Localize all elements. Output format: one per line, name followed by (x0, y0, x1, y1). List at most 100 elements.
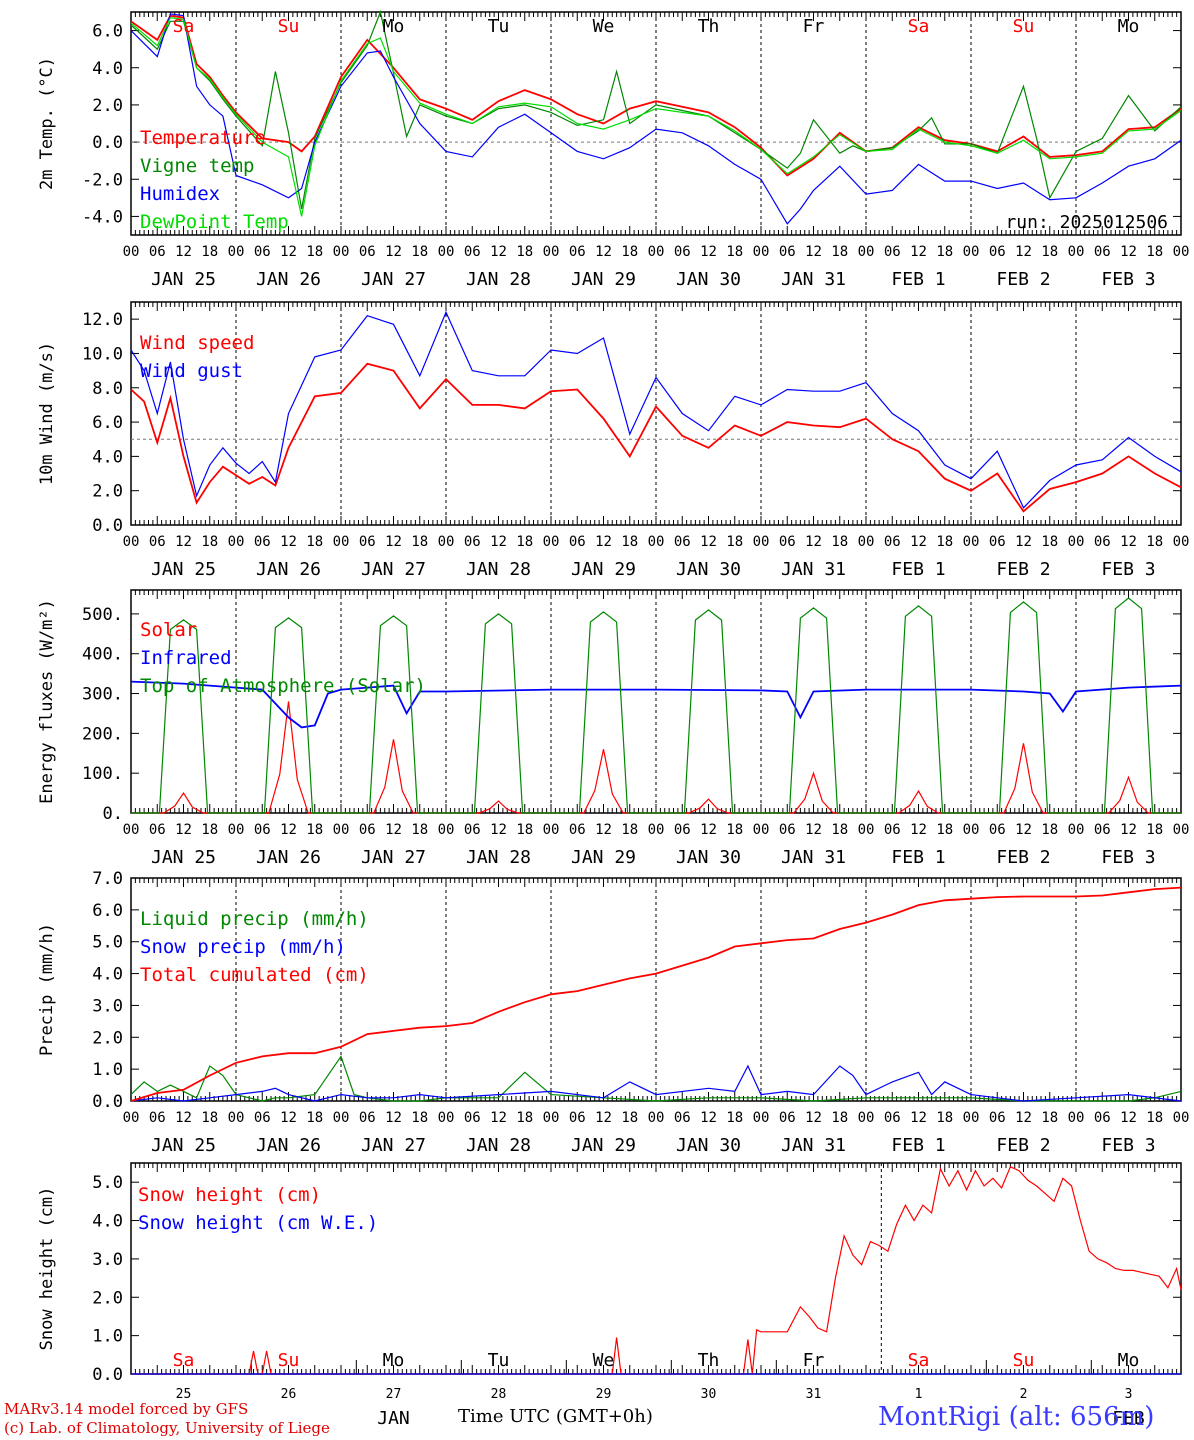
date-label: FEB 1 (891, 1135, 945, 1156)
hour-tick-label: 18 (201, 244, 218, 260)
hour-tick-label: 12 (805, 1110, 822, 1126)
date-label: FEB 2 (996, 269, 1050, 290)
hour-tick-label: 18 (201, 534, 218, 550)
hour-tick-label: 12 (175, 244, 192, 260)
hour-tick-label: 18 (306, 244, 323, 260)
legend-entry: Vigne temp (140, 155, 254, 177)
hour-tick-label: 12 (595, 1110, 612, 1126)
hour-tick-label: 00 (963, 534, 980, 550)
hour-tick-label: 18 (936, 244, 953, 260)
hour-tick-label: 06 (569, 534, 586, 550)
day-number-label: 30 (701, 1387, 717, 1402)
hour-tick-label: 12 (1120, 1110, 1137, 1126)
date-label: JAN 29 (571, 559, 636, 580)
hour-tick-label: 18 (936, 1110, 953, 1126)
hour-tick-label: 12 (1015, 534, 1032, 550)
hour-tick-label: 12 (700, 822, 717, 838)
date-label: JAN 31 (781, 559, 846, 580)
hour-tick-label: 12 (1120, 822, 1137, 838)
hour-tick-label: 06 (149, 534, 166, 550)
hour-tick-label: 12 (1015, 1110, 1032, 1126)
hour-tick-label: 12 (910, 1110, 927, 1126)
hour-tick-label: 00 (228, 822, 245, 838)
hour-tick-label: 06 (254, 822, 271, 838)
series-line (130, 13, 1182, 225)
hour-tick-label: 06 (149, 244, 166, 260)
chart-panel-1 (130, 301, 1182, 526)
date-label: FEB 1 (891, 559, 945, 580)
hour-tick-label: 06 (464, 822, 481, 838)
y-tick-label: -4.0 (82, 207, 123, 227)
hour-tick-label: 00 (1068, 1110, 1085, 1126)
date-label: JAN 25 (151, 1135, 216, 1156)
hour-tick-label: 18 (1041, 534, 1058, 550)
day-name-label: Mo (1118, 1350, 1140, 1371)
hour-tick-label: 12 (910, 822, 927, 838)
day-name-label: Tu (488, 16, 510, 37)
day-name-label: Fr (803, 1350, 825, 1371)
hour-tick-label: 12 (1015, 244, 1032, 260)
hour-tick-label: 00 (858, 534, 875, 550)
hour-tick-label: 00 (123, 1110, 140, 1126)
date-label: JAN 25 (151, 847, 216, 868)
y-tick-label: 3.0 (92, 996, 123, 1016)
date-label: JAN 25 (151, 559, 216, 580)
date-label: JAN 29 (571, 1135, 636, 1156)
run-label: run: 2025012506 (1005, 212, 1168, 233)
date-label: JAN 27 (361, 559, 426, 580)
hour-tick-label: 00 (648, 1110, 665, 1126)
hour-tick-label: 06 (464, 244, 481, 260)
hour-tick-label: 18 (411, 1110, 428, 1126)
y-tick-label: 0.0 (92, 516, 123, 536)
hour-tick-label: 06 (779, 534, 796, 550)
legend-entry: Liquid precip (mm/h) (140, 908, 369, 930)
hour-tick-label: 12 (280, 822, 297, 838)
legend-entry: Humidex (140, 183, 220, 205)
day-name-label: Sa (908, 1350, 930, 1371)
legend-entry: Wind speed (140, 332, 254, 354)
legend-entry: Wind gust (140, 360, 243, 382)
y-axis-label: 2m Temp. (°C) (37, 57, 57, 190)
day-number-label: 2 (1020, 1387, 1028, 1402)
y-tick-label: 2.0 (92, 1288, 123, 1308)
y-tick-label: 500. (82, 605, 123, 625)
date-label: JAN 29 (571, 847, 636, 868)
hour-tick-label: 12 (910, 244, 927, 260)
series-line (130, 886, 1182, 1102)
hour-tick-label: 18 (516, 534, 533, 550)
hour-tick-label: 06 (1094, 534, 1111, 550)
hour-tick-label: 00 (963, 1110, 980, 1126)
hour-tick-label: 00 (963, 244, 980, 260)
hour-tick-label: 18 (1146, 822, 1163, 838)
date-label: JAN 27 (361, 1135, 426, 1156)
hour-tick-label: 06 (1094, 822, 1111, 838)
y-tick-label: 3.0 (92, 1250, 123, 1270)
hour-tick-label: 18 (1146, 244, 1163, 260)
hour-tick-label: 06 (884, 244, 901, 260)
y-axis-label: Snow height (cm) (37, 1187, 57, 1351)
day-number-label: 1 (915, 1387, 923, 1402)
y-axis-label: Precip (mm/h) (37, 923, 57, 1056)
hour-tick-label: 06 (989, 244, 1006, 260)
hour-tick-label: 18 (621, 244, 638, 260)
hour-tick-label: 00 (228, 534, 245, 550)
hour-tick-label: 06 (254, 534, 271, 550)
series-line (130, 680, 1182, 729)
date-label: FEB 3 (1101, 269, 1155, 290)
hour-tick-label: 06 (464, 1110, 481, 1126)
hour-tick-label: 00 (753, 534, 770, 550)
hour-tick-label: 18 (306, 534, 323, 550)
hour-tick-label: 12 (385, 534, 402, 550)
plot-frame (130, 11, 1182, 236)
hour-tick-label: 12 (280, 534, 297, 550)
series-line (130, 1064, 1182, 1102)
date-label: JAN 30 (676, 559, 741, 580)
day-number-label: 26 (281, 1387, 297, 1402)
hour-tick-label: 00 (228, 1110, 245, 1126)
hour-tick-label: 00 (228, 244, 245, 260)
credit-line-1: MARv3.14 model forced by GFS (4, 1400, 249, 1418)
y-tick-label: 100. (82, 764, 123, 784)
month-label: JAN (377, 1408, 410, 1429)
legend-entry: Solar (140, 619, 197, 641)
hour-tick-label: 00 (753, 244, 770, 260)
